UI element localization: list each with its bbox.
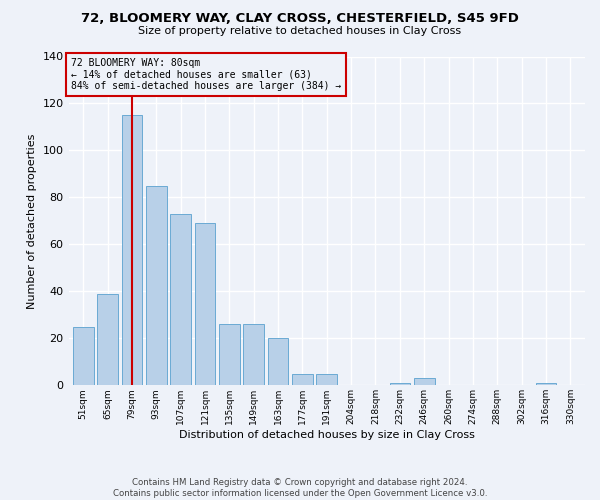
Bar	[268, 338, 289, 386]
Y-axis label: Number of detached properties: Number of detached properties	[27, 133, 37, 308]
Bar	[219, 324, 239, 386]
Text: 72 BLOOMERY WAY: 80sqm
← 14% of detached houses are smaller (63)
84% of semi-det: 72 BLOOMERY WAY: 80sqm ← 14% of detached…	[71, 58, 341, 92]
Bar	[73, 326, 94, 386]
Bar	[316, 374, 337, 386]
X-axis label: Distribution of detached houses by size in Clay Cross: Distribution of detached houses by size …	[179, 430, 475, 440]
Bar	[244, 324, 264, 386]
Bar	[170, 214, 191, 386]
Text: Contains HM Land Registry data © Crown copyright and database right 2024.
Contai: Contains HM Land Registry data © Crown c…	[113, 478, 487, 498]
Bar	[146, 186, 167, 386]
Bar	[389, 383, 410, 386]
Bar	[194, 223, 215, 386]
Text: Size of property relative to detached houses in Clay Cross: Size of property relative to detached ho…	[139, 26, 461, 36]
Text: 72, BLOOMERY WAY, CLAY CROSS, CHESTERFIELD, S45 9FD: 72, BLOOMERY WAY, CLAY CROSS, CHESTERFIE…	[81, 12, 519, 26]
Bar	[97, 294, 118, 386]
Bar	[414, 378, 434, 386]
Bar	[292, 374, 313, 386]
Bar	[536, 383, 556, 386]
Bar	[122, 115, 142, 386]
